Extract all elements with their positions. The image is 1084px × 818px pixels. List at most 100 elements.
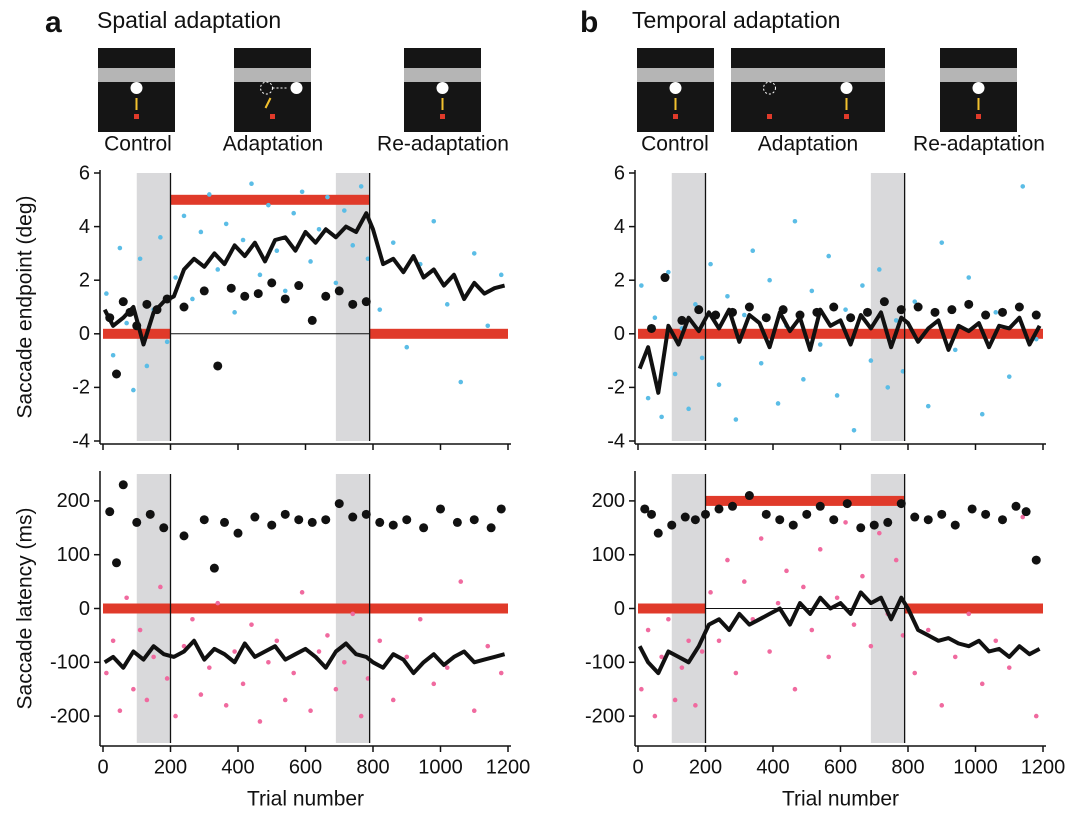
trial-point <box>249 622 254 627</box>
trial-point <box>817 547 823 552</box>
x-tick-label: 600 <box>824 756 857 778</box>
trial-point <box>666 269 671 275</box>
mean-point <box>998 307 1007 317</box>
mean-point <box>469 515 479 525</box>
mean-point <box>159 523 169 533</box>
trial-point <box>158 235 163 240</box>
trial-point <box>266 202 271 208</box>
trial-point <box>758 536 764 541</box>
trial-point <box>173 275 178 280</box>
trial-point <box>358 184 364 189</box>
x-tick-label: 1000 <box>418 756 463 778</box>
x-axis-label: Trial number <box>247 788 364 811</box>
y-tick-label: 6 <box>79 162 90 184</box>
target-position <box>103 603 508 614</box>
mean-point <box>132 517 142 527</box>
trial-point <box>164 339 170 345</box>
stimulus-bar <box>731 68 808 82</box>
trial-point <box>925 403 931 409</box>
trial-point <box>952 654 958 660</box>
trial-point <box>190 296 195 302</box>
trial-point <box>885 385 891 390</box>
mean-point <box>647 323 656 333</box>
trial-point <box>742 579 747 584</box>
mean-point <box>829 302 839 312</box>
mean-point <box>863 307 872 317</box>
x-tick-label: 200 <box>689 756 722 778</box>
trial-point <box>117 245 123 251</box>
mean-point <box>253 289 263 299</box>
mean-point <box>142 299 152 309</box>
trial-point <box>925 627 931 633</box>
mean-point <box>209 563 219 573</box>
x-tick-label: 200 <box>154 756 187 778</box>
trial-point <box>181 643 187 649</box>
trial-point <box>708 261 713 267</box>
trial-point <box>207 665 212 670</box>
trial-point <box>851 622 857 627</box>
trial-point <box>993 638 999 644</box>
trial-point <box>308 259 313 264</box>
trial-point <box>232 310 237 315</box>
mean-point <box>402 515 412 525</box>
trial-point <box>471 251 477 256</box>
mean-point <box>1014 302 1024 312</box>
mean-point <box>998 515 1007 525</box>
trial-point <box>659 414 664 420</box>
mean-point <box>930 307 940 317</box>
stimulus-bar <box>940 68 1017 82</box>
mean-point <box>947 305 957 315</box>
mean-point <box>761 509 771 519</box>
trial-point <box>458 579 464 584</box>
trial-point <box>124 320 129 326</box>
trial-point <box>291 210 296 216</box>
stimulus-screen <box>731 48 808 132</box>
mean-point <box>348 512 358 522</box>
mean-point <box>775 515 785 525</box>
condition-label: Adaptation <box>758 133 858 156</box>
mean-point <box>361 297 371 307</box>
mean-point <box>294 281 304 291</box>
x-tick-label: 400 <box>221 756 254 778</box>
trial-point <box>158 584 163 590</box>
trial-point <box>834 595 840 601</box>
trial-point <box>151 654 156 660</box>
trial-point <box>350 611 356 617</box>
mean-point <box>680 512 690 522</box>
trial-point <box>358 713 364 719</box>
trial-point <box>444 665 450 670</box>
target-position <box>904 603 1043 614</box>
trial-point <box>131 686 136 692</box>
mean-point <box>452 517 462 527</box>
mean-point <box>694 305 704 315</box>
trial-point <box>979 681 985 687</box>
trial-point <box>686 638 691 644</box>
mean-point <box>640 504 650 514</box>
trial-point <box>342 208 347 213</box>
y-tick-label: 2 <box>614 269 625 291</box>
y-tick-label: -2 <box>607 377 625 399</box>
trial-point <box>877 267 882 272</box>
trial-point <box>485 643 491 649</box>
trial-point <box>485 323 491 329</box>
trial-point <box>110 638 116 644</box>
x-axis-label: Trial number <box>782 788 899 811</box>
y-tick-label: 200 <box>592 490 625 512</box>
mean-point <box>896 305 906 315</box>
trial-point <box>1006 374 1012 379</box>
trial-point <box>851 427 857 433</box>
trial-point <box>299 189 305 195</box>
trial-point <box>282 697 288 703</box>
y-tick-label: -4 <box>607 430 625 452</box>
trial-point <box>801 377 806 382</box>
mean-point <box>145 509 155 519</box>
target-position <box>369 328 508 339</box>
trial-point <box>645 627 651 633</box>
trial-point <box>966 275 972 280</box>
y-tick-label: 0 <box>79 598 90 620</box>
mean-point <box>112 558 121 568</box>
trial-point <box>377 307 383 312</box>
y-tick-label: -100 <box>50 652 90 674</box>
mean-point <box>375 517 385 527</box>
mean-point <box>334 286 344 296</box>
